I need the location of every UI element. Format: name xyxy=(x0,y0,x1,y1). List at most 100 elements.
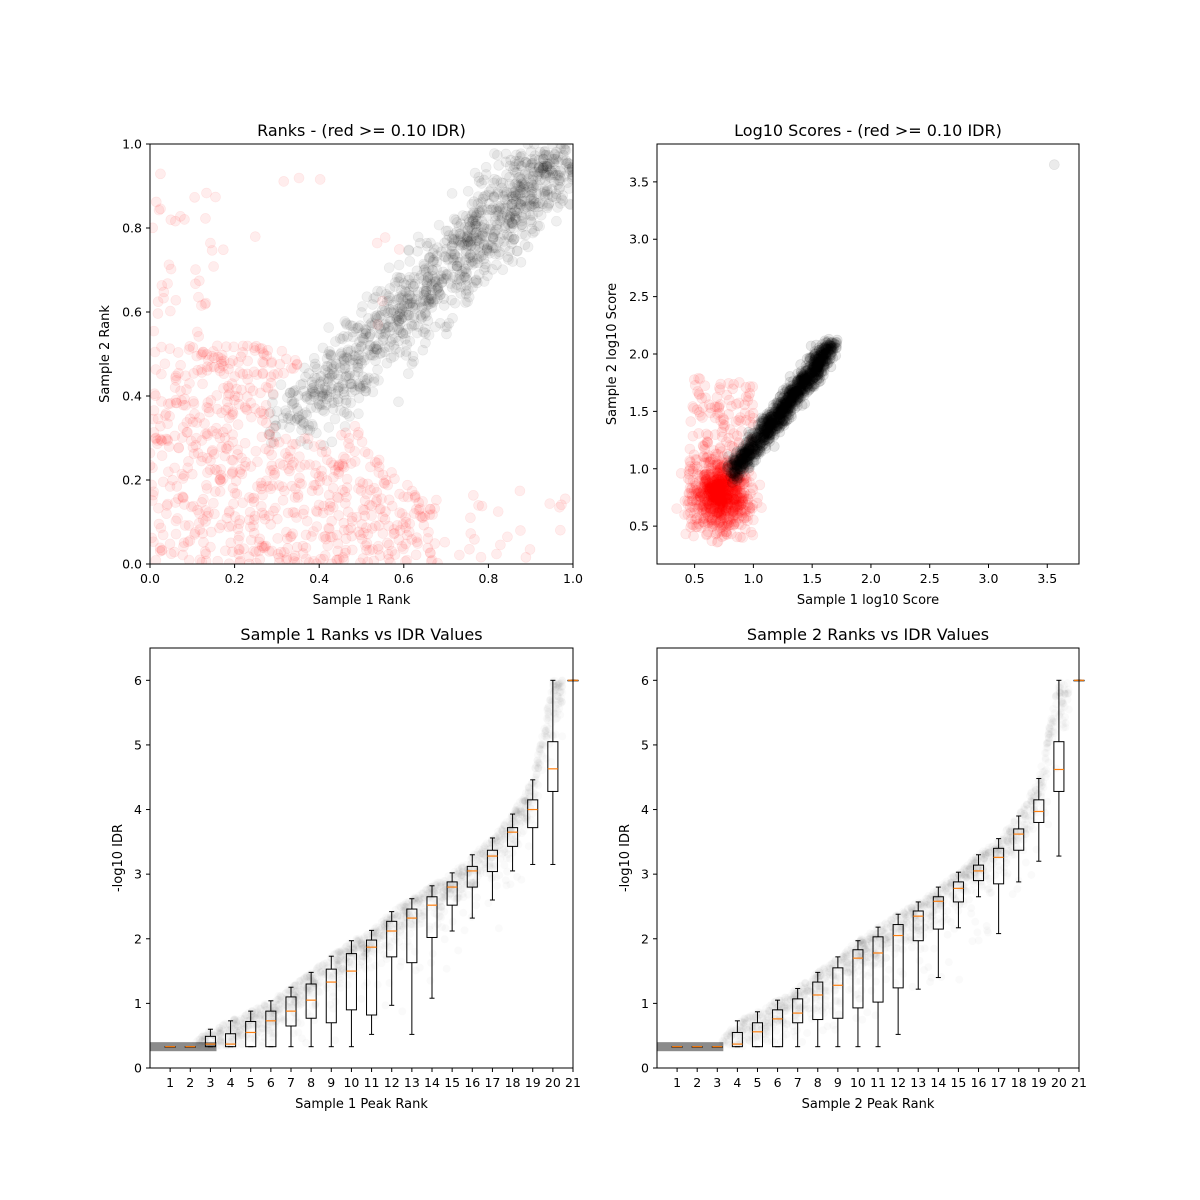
ranks-red-point xyxy=(150,489,159,501)
ranks-red-point xyxy=(338,554,350,564)
scores-red-point xyxy=(733,437,745,449)
ranks-black-point xyxy=(537,198,548,210)
ranks-black-point xyxy=(291,403,303,414)
ranks-red-point xyxy=(217,426,229,438)
ranks-black-point xyxy=(270,420,282,432)
ranks-black-point xyxy=(564,158,573,170)
ranks-red-point xyxy=(382,549,394,560)
ranks-black-point xyxy=(517,212,528,223)
scores-red-point xyxy=(702,486,714,497)
ranks-red-point xyxy=(431,494,442,506)
ranks-black-point xyxy=(457,210,469,221)
ranks-black-point xyxy=(458,239,470,251)
ranks-red-point xyxy=(252,456,263,468)
ranks-red-point xyxy=(227,455,239,466)
scores-red-point xyxy=(730,484,742,495)
scores-red-point xyxy=(745,417,756,428)
ranks-black-point xyxy=(552,179,563,190)
scores-red-point xyxy=(721,497,733,509)
ranks-black-point xyxy=(309,372,320,384)
ranks-black-point xyxy=(393,315,405,326)
ranks-red-point xyxy=(345,522,357,534)
scores-red-point xyxy=(711,507,722,519)
ranks-black-point xyxy=(527,227,539,239)
y-tick-label: 0.8 xyxy=(122,221,142,236)
ranks-black-point xyxy=(548,176,560,188)
ranks-black-point xyxy=(314,400,325,411)
ranks-black-point xyxy=(394,306,406,318)
ranks-black-point xyxy=(420,266,432,278)
ranks-black-point xyxy=(516,150,528,162)
ranks-red-point xyxy=(310,505,322,517)
ranks-red-point xyxy=(396,508,408,519)
ranks-black-point xyxy=(461,272,472,284)
scores-red-point xyxy=(700,506,712,518)
ranks-black-point xyxy=(492,224,503,235)
ranks-red-point xyxy=(170,528,182,540)
ranks-red-point xyxy=(273,480,285,491)
ranks-red-point xyxy=(544,498,556,509)
y-tick-label: 2.0 xyxy=(629,347,649,362)
ranks-black-point xyxy=(316,386,327,398)
ranks-red-point xyxy=(248,545,259,557)
scores-red-point xyxy=(707,494,719,506)
scores-red-point xyxy=(685,521,696,533)
ranks-black-point xyxy=(325,350,337,362)
ranks-black-point xyxy=(523,173,535,184)
ranks-black-point xyxy=(455,236,466,248)
ranks-black-point xyxy=(525,146,537,157)
ranks-red-point xyxy=(178,491,189,503)
scores-red-point xyxy=(727,491,738,503)
ranks-black-point xyxy=(385,336,397,347)
scores-red-point xyxy=(708,485,720,496)
ranks-black-point xyxy=(547,153,558,165)
ranks-black-point xyxy=(282,413,294,424)
ranks-red-point xyxy=(308,480,320,491)
ranks-black-point xyxy=(440,273,452,284)
scores-red-point xyxy=(740,382,752,393)
ranks-black-point xyxy=(452,234,464,245)
ranks-red-point xyxy=(308,441,320,452)
ranks-black-point xyxy=(470,220,482,232)
ranks-red-point xyxy=(344,442,356,454)
ranks-black-point xyxy=(297,378,309,390)
ranks-red-point xyxy=(155,420,166,432)
ranks-black-point xyxy=(475,251,487,262)
scores-red-point xyxy=(737,494,749,505)
ranks-red-point xyxy=(325,501,336,512)
ranks-black-point xyxy=(501,169,512,180)
ranks-black-point xyxy=(360,385,371,397)
ranks-black-point xyxy=(366,320,377,332)
ranks-red-point xyxy=(171,481,183,492)
idr-point xyxy=(426,977,434,985)
ranks-black-point xyxy=(374,348,386,359)
scores-red-point xyxy=(713,493,725,505)
scores-red-point xyxy=(731,485,742,496)
scores-red-point xyxy=(711,478,723,490)
ranks-red-point xyxy=(228,341,240,353)
ranks-black-point xyxy=(429,294,440,305)
ranks-black-point xyxy=(529,226,540,237)
ranks-red-point xyxy=(260,381,272,393)
ranks-black-point xyxy=(364,349,376,361)
scores-scatter-panel: 0.5 1.0 1.5 2.0 2.5 3.0 3.50.51.01.52.02.53.03… xyxy=(605,121,1080,608)
ranks-black-point xyxy=(339,421,351,432)
ranks-red-point xyxy=(202,510,213,522)
ranks-red-point xyxy=(270,502,281,514)
ranks-red-point xyxy=(281,554,292,564)
ranks-red-point xyxy=(300,542,312,554)
ranks-black-point xyxy=(504,178,515,190)
ranks-black-point xyxy=(325,386,337,398)
ranks-black-point xyxy=(451,263,463,275)
ranks-red-point xyxy=(364,545,375,556)
ranks-black-point xyxy=(511,245,523,257)
ranks-red-point xyxy=(206,245,218,256)
ranks-red-point xyxy=(337,552,349,563)
ranks-black-point xyxy=(451,227,462,238)
ranks-black-point xyxy=(455,230,467,242)
scores-red-point xyxy=(693,487,704,499)
ranks-red-point xyxy=(340,498,351,509)
x-tick-label: 0.8 xyxy=(478,571,498,586)
ranks-red-point xyxy=(383,520,395,532)
